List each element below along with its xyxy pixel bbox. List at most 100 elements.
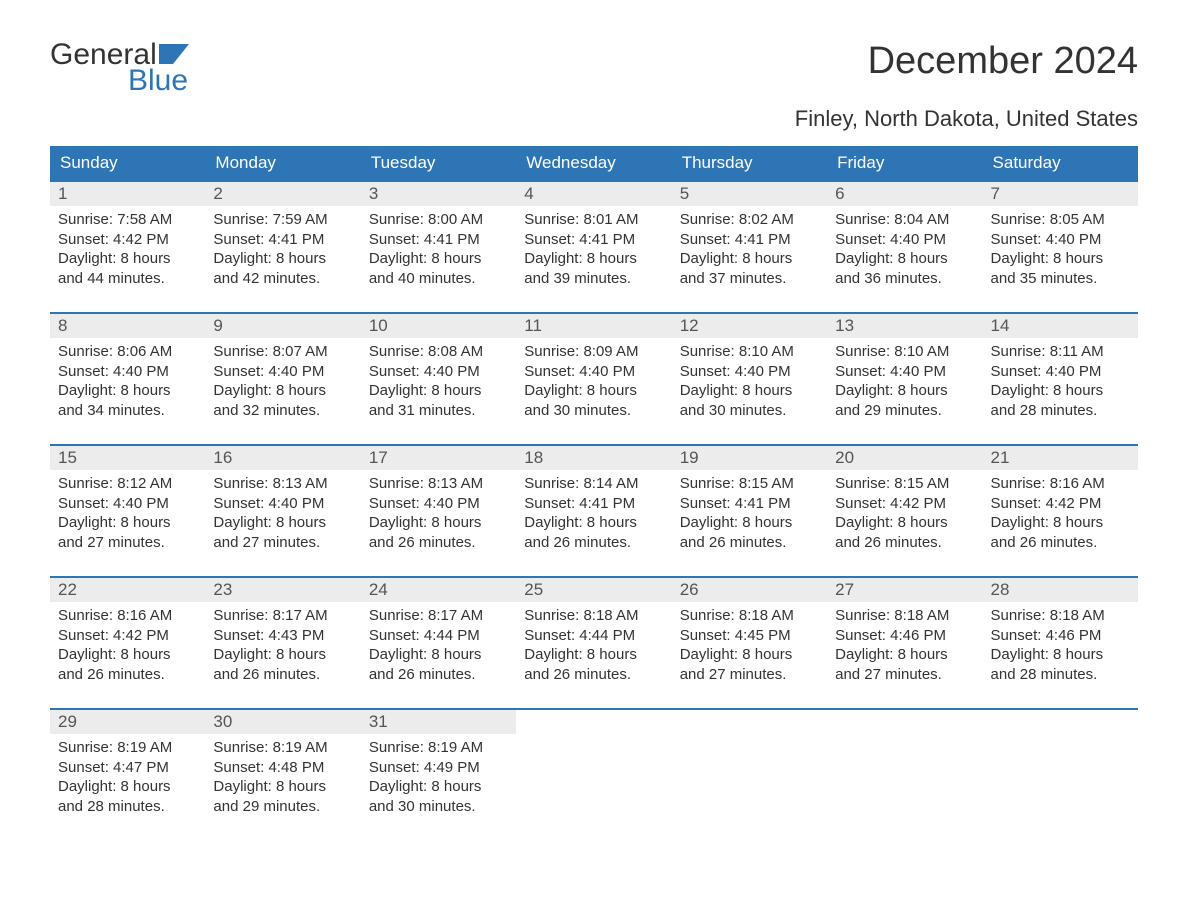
calendar-week: 1Sunrise: 7:58 AMSunset: 4:42 PMDaylight… bbox=[50, 180, 1138, 294]
daylight-line2: and 35 minutes. bbox=[991, 269, 1130, 289]
day-number: 2 bbox=[205, 182, 360, 206]
calendar-day: 23Sunrise: 8:17 AMSunset: 4:43 PMDayligh… bbox=[205, 578, 360, 690]
day-number bbox=[672, 710, 827, 714]
day-number: 8 bbox=[50, 314, 205, 338]
calendar-day: 13Sunrise: 8:10 AMSunset: 4:40 PMDayligh… bbox=[827, 314, 982, 426]
calendar-day: 22Sunrise: 8:16 AMSunset: 4:42 PMDayligh… bbox=[50, 578, 205, 690]
calendar-day: 21Sunrise: 8:16 AMSunset: 4:42 PMDayligh… bbox=[983, 446, 1138, 558]
day-number: 28 bbox=[983, 578, 1138, 602]
daylight-line1: Daylight: 8 hours bbox=[369, 645, 508, 665]
day-number: 10 bbox=[361, 314, 516, 338]
day-number: 1 bbox=[50, 182, 205, 206]
day-body: Sunrise: 8:00 AMSunset: 4:41 PMDaylight:… bbox=[361, 206, 516, 294]
day-body: Sunrise: 8:15 AMSunset: 4:42 PMDaylight:… bbox=[827, 470, 982, 558]
daylight-line2: and 27 minutes. bbox=[680, 665, 819, 685]
calendar-day bbox=[672, 710, 827, 822]
day-number: 29 bbox=[50, 710, 205, 734]
daylight-line1: Daylight: 8 hours bbox=[524, 381, 663, 401]
calendar-day: 29Sunrise: 8:19 AMSunset: 4:47 PMDayligh… bbox=[50, 710, 205, 822]
sunrise-text: Sunrise: 8:02 AM bbox=[680, 210, 819, 230]
day-number: 3 bbox=[361, 182, 516, 206]
dow-friday: Friday bbox=[827, 146, 982, 180]
location-text: Finley, North Dakota, United States bbox=[50, 106, 1138, 132]
daylight-line2: and 26 minutes. bbox=[58, 665, 197, 685]
sunrise-text: Sunrise: 8:11 AM bbox=[991, 342, 1130, 362]
day-body: Sunrise: 8:06 AMSunset: 4:40 PMDaylight:… bbox=[50, 338, 205, 426]
day-body: Sunrise: 7:59 AMSunset: 4:41 PMDaylight:… bbox=[205, 206, 360, 294]
daylight-line1: Daylight: 8 hours bbox=[835, 249, 974, 269]
day-body: Sunrise: 8:09 AMSunset: 4:40 PMDaylight:… bbox=[516, 338, 671, 426]
day-number: 11 bbox=[516, 314, 671, 338]
sunrise-text: Sunrise: 8:01 AM bbox=[524, 210, 663, 230]
day-body: Sunrise: 8:02 AMSunset: 4:41 PMDaylight:… bbox=[672, 206, 827, 294]
sunset-text: Sunset: 4:41 PM bbox=[524, 230, 663, 250]
day-body: Sunrise: 8:18 AMSunset: 4:44 PMDaylight:… bbox=[516, 602, 671, 690]
sunset-text: Sunset: 4:40 PM bbox=[58, 362, 197, 382]
calendar-day: 17Sunrise: 8:13 AMSunset: 4:40 PMDayligh… bbox=[361, 446, 516, 558]
daylight-line2: and 27 minutes. bbox=[213, 533, 352, 553]
calendar-day: 14Sunrise: 8:11 AMSunset: 4:40 PMDayligh… bbox=[983, 314, 1138, 426]
calendar-day: 11Sunrise: 8:09 AMSunset: 4:40 PMDayligh… bbox=[516, 314, 671, 426]
daylight-line2: and 28 minutes. bbox=[58, 797, 197, 817]
sunrise-text: Sunrise: 8:15 AM bbox=[835, 474, 974, 494]
calendar-day: 8Sunrise: 8:06 AMSunset: 4:40 PMDaylight… bbox=[50, 314, 205, 426]
daylight-line1: Daylight: 8 hours bbox=[58, 249, 197, 269]
calendar-day: 6Sunrise: 8:04 AMSunset: 4:40 PMDaylight… bbox=[827, 182, 982, 294]
calendar-day: 18Sunrise: 8:14 AMSunset: 4:41 PMDayligh… bbox=[516, 446, 671, 558]
day-body: Sunrise: 8:18 AMSunset: 4:45 PMDaylight:… bbox=[672, 602, 827, 690]
calendar-day bbox=[516, 710, 671, 822]
dow-tuesday: Tuesday bbox=[361, 146, 516, 180]
calendar-day: 20Sunrise: 8:15 AMSunset: 4:42 PMDayligh… bbox=[827, 446, 982, 558]
daylight-line1: Daylight: 8 hours bbox=[213, 381, 352, 401]
sunset-text: Sunset: 4:48 PM bbox=[213, 758, 352, 778]
calendar-day: 24Sunrise: 8:17 AMSunset: 4:44 PMDayligh… bbox=[361, 578, 516, 690]
day-body: Sunrise: 8:04 AMSunset: 4:40 PMDaylight:… bbox=[827, 206, 982, 294]
day-body: Sunrise: 8:05 AMSunset: 4:40 PMDaylight:… bbox=[983, 206, 1138, 294]
page-title: December 2024 bbox=[868, 40, 1138, 83]
day-body: Sunrise: 8:16 AMSunset: 4:42 PMDaylight:… bbox=[983, 470, 1138, 558]
calendar-week: 29Sunrise: 8:19 AMSunset: 4:47 PMDayligh… bbox=[50, 708, 1138, 822]
logo-flag-icon bbox=[159, 42, 193, 64]
sunrise-text: Sunrise: 8:18 AM bbox=[835, 606, 974, 626]
daylight-line1: Daylight: 8 hours bbox=[524, 249, 663, 269]
day-number: 17 bbox=[361, 446, 516, 470]
sunset-text: Sunset: 4:43 PM bbox=[213, 626, 352, 646]
daylight-line1: Daylight: 8 hours bbox=[835, 513, 974, 533]
day-body: Sunrise: 8:13 AMSunset: 4:40 PMDaylight:… bbox=[205, 470, 360, 558]
daylight-line2: and 27 minutes. bbox=[835, 665, 974, 685]
day-body: Sunrise: 8:19 AMSunset: 4:48 PMDaylight:… bbox=[205, 734, 360, 822]
sunset-text: Sunset: 4:42 PM bbox=[835, 494, 974, 514]
sunrise-text: Sunrise: 8:18 AM bbox=[524, 606, 663, 626]
day-body: Sunrise: 8:18 AMSunset: 4:46 PMDaylight:… bbox=[983, 602, 1138, 690]
calendar-day bbox=[983, 710, 1138, 822]
day-body: Sunrise: 8:16 AMSunset: 4:42 PMDaylight:… bbox=[50, 602, 205, 690]
daylight-line2: and 26 minutes. bbox=[680, 533, 819, 553]
daylight-line2: and 26 minutes. bbox=[369, 533, 508, 553]
daylight-line1: Daylight: 8 hours bbox=[991, 645, 1130, 665]
sunrise-text: Sunrise: 8:07 AM bbox=[213, 342, 352, 362]
sunset-text: Sunset: 4:41 PM bbox=[680, 494, 819, 514]
sunrise-text: Sunrise: 8:10 AM bbox=[680, 342, 819, 362]
day-body: Sunrise: 8:13 AMSunset: 4:40 PMDaylight:… bbox=[361, 470, 516, 558]
day-number: 31 bbox=[361, 710, 516, 734]
day-body: Sunrise: 8:07 AMSunset: 4:40 PMDaylight:… bbox=[205, 338, 360, 426]
daylight-line2: and 44 minutes. bbox=[58, 269, 197, 289]
sunrise-text: Sunrise: 8:18 AM bbox=[991, 606, 1130, 626]
sunrise-text: Sunrise: 8:19 AM bbox=[369, 738, 508, 758]
calendar-day: 9Sunrise: 8:07 AMSunset: 4:40 PMDaylight… bbox=[205, 314, 360, 426]
daylight-line1: Daylight: 8 hours bbox=[680, 381, 819, 401]
calendar-week: 22Sunrise: 8:16 AMSunset: 4:42 PMDayligh… bbox=[50, 576, 1138, 690]
daylight-line2: and 29 minutes. bbox=[213, 797, 352, 817]
sunset-text: Sunset: 4:41 PM bbox=[680, 230, 819, 250]
day-number: 22 bbox=[50, 578, 205, 602]
daylight-line1: Daylight: 8 hours bbox=[991, 513, 1130, 533]
daylight-line1: Daylight: 8 hours bbox=[524, 513, 663, 533]
sunrise-text: Sunrise: 8:17 AM bbox=[213, 606, 352, 626]
day-body: Sunrise: 8:17 AMSunset: 4:43 PMDaylight:… bbox=[205, 602, 360, 690]
day-number: 14 bbox=[983, 314, 1138, 338]
day-number: 20 bbox=[827, 446, 982, 470]
day-number: 30 bbox=[205, 710, 360, 734]
sunrise-text: Sunrise: 8:16 AM bbox=[991, 474, 1130, 494]
calendar-week: 8Sunrise: 8:06 AMSunset: 4:40 PMDaylight… bbox=[50, 312, 1138, 426]
day-body: Sunrise: 8:15 AMSunset: 4:41 PMDaylight:… bbox=[672, 470, 827, 558]
